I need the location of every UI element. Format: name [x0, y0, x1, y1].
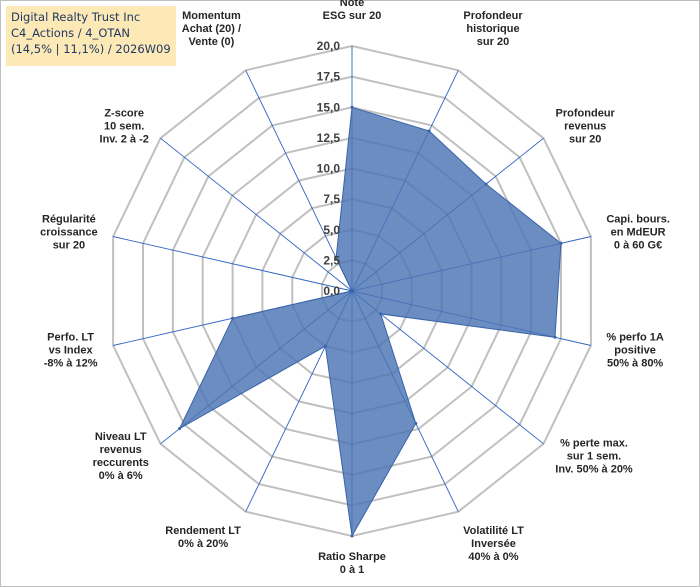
- axis-spoke: [112, 236, 353, 292]
- axis-label-line: croissance: [40, 227, 97, 239]
- data-point: [414, 421, 418, 425]
- data-point: [178, 427, 182, 430]
- radar-axis-labels: Note ESG sur 20 Profondeur historique sur 20…: [40, 0, 670, 576]
- axis-label: Niveau LT revenus reccurents 0% à 6%: [93, 431, 149, 482]
- axis-label-line: Inv. 50% à 20%: [555, 464, 633, 476]
- data-point: [231, 316, 235, 320]
- axis-label-line: 0% à 6%: [99, 470, 143, 482]
- axis-label: Volatilité LT Inversée 40% à 0%: [463, 525, 524, 563]
- data-point: [350, 289, 354, 293]
- axis-label-line: Inv. 2 à -2: [100, 133, 149, 145]
- axis-label-line: reccurents: [93, 457, 149, 469]
- axis-label-line: revenus: [100, 444, 142, 456]
- axis-label-line: Profondeur: [556, 107, 616, 119]
- axis-label-line: Note: [340, 0, 364, 9]
- tick-label: 15,0: [317, 100, 341, 114]
- axis-label-line: Achat (20) /: [182, 23, 241, 35]
- tick-label: 7,5: [323, 192, 340, 206]
- tick-label: 17,5: [317, 70, 341, 84]
- axis-label-line: Niveau LT: [95, 431, 147, 443]
- tick-label: 10,0: [317, 162, 341, 176]
- radar-series: [178, 105, 563, 538]
- data-point: [350, 534, 354, 538]
- data-point: [379, 312, 383, 316]
- data-point: [559, 241, 563, 245]
- axis-label: Note ESG sur 20: [323, 0, 382, 22]
- axis-label-line: en MdEUR: [611, 227, 666, 239]
- tick-label: 5,0: [323, 223, 340, 237]
- axis-label-line: Capi. bours.: [606, 214, 670, 226]
- axis-label-line: Ratio Sharpe: [318, 551, 386, 563]
- axis-label: Profondeur revenus sur 20: [556, 107, 616, 145]
- axis-label-line: vs Index: [49, 345, 94, 357]
- tick-label: 12,5: [317, 131, 341, 145]
- axis-label-line: % perte max.: [560, 438, 628, 450]
- axis-label-line: Z-score: [104, 107, 144, 119]
- axis-label: Ratio Sharpe 0 à 1: [318, 551, 386, 576]
- axis-spoke: [245, 70, 353, 292]
- axis-label: Régularité croissance sur 20: [40, 214, 97, 252]
- axis-label-line: Vente (0): [188, 36, 234, 48]
- axis-label-line: positive: [614, 345, 656, 357]
- axis-label-line: 0 à 60 G€: [614, 240, 662, 252]
- radar-tick-labels: 0,0 2,5 5,0 7,5 10,0 12,5 15,0 17,5 20,0: [317, 39, 341, 298]
- axis-label-line: 0 à 1: [340, 564, 364, 576]
- axis-label-line: 50% à 80%: [607, 358, 663, 370]
- axis-label: Perfo. LT vs Index -8% à 12%: [44, 332, 98, 370]
- axis-label-line: revenus: [564, 120, 606, 132]
- axis-label-line: sur 20: [53, 240, 85, 252]
- axis-spoke: [160, 137, 353, 292]
- axis-label-line: 10 sem.: [104, 120, 144, 132]
- axis-label-line: Profondeur: [463, 10, 523, 22]
- axis-label-line: sur 20: [477, 36, 509, 48]
- title-portfolio: C4_Actions / 4_OTAN: [11, 26, 131, 40]
- series-area: [178, 106, 562, 538]
- axis-label: Z-score 10 sem. Inv. 2 à -2: [100, 107, 149, 145]
- axis-label: Profondeur historique sur 20: [463, 10, 523, 48]
- title-company: Digital Realty Trust Inc: [11, 10, 141, 24]
- axis-label-line: ESG sur 20: [323, 10, 382, 22]
- axis-label: % perte max. sur 1 sem. Inv. 50% à 20%: [555, 438, 633, 476]
- data-point: [427, 129, 431, 133]
- axis-label-line: Rendement LT: [165, 525, 241, 537]
- axis-label-line: Momentum: [182, 10, 241, 22]
- data-point: [350, 105, 354, 109]
- axis-label-line: -8% à 12%: [44, 358, 98, 370]
- axis-label: Momentum Achat (20) / Vente (0): [182, 10, 241, 48]
- tick-label: 20,0: [317, 39, 341, 53]
- axis-label-line: historique: [466, 23, 519, 35]
- title-stats: (14,5% | 11,1%) / 2026W09: [11, 42, 171, 56]
- axis-label: Capi. bours. en MdEUR 0 à 60 G€: [606, 214, 670, 252]
- axis-label-line: % perfo 1A: [606, 332, 664, 344]
- axis-label-line: sur 20: [569, 133, 601, 145]
- axis-label-line: Inversée: [471, 538, 516, 550]
- axis-label: % perfo 1A positive 50% à 80%: [606, 332, 664, 370]
- axis-label-line: 40% à 0%: [468, 551, 518, 563]
- tick-label: 0,0: [323, 284, 340, 298]
- chart-title-box: Digital Realty Trust Inc C4_Actions / 4_…: [6, 6, 176, 66]
- axis-label: Rendement LT 0% à 20%: [165, 525, 241, 550]
- data-point: [334, 256, 338, 260]
- data-point: [323, 344, 327, 348]
- axis-spoke: [351, 290, 544, 445]
- axis-label-line: 0% à 20%: [178, 538, 228, 550]
- axis-label-line: sur 1 sem.: [567, 451, 621, 463]
- axis-label-line: Perfo. LT: [47, 332, 94, 344]
- data-point: [553, 335, 557, 339]
- data-point: [484, 182, 488, 186]
- axis-label-line: Régularité: [42, 214, 96, 226]
- tick-label: 2,5: [323, 253, 340, 267]
- axis-label-line: Volatilité LT: [463, 525, 524, 537]
